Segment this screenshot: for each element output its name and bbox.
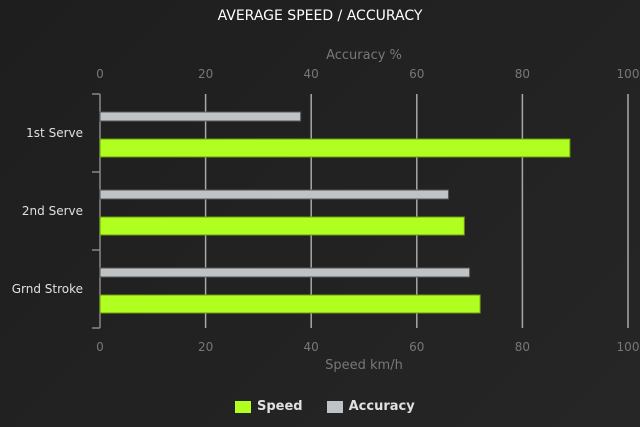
category-label: 1st Serve xyxy=(26,126,83,140)
accuracy-bar xyxy=(99,189,449,200)
chart-title: AVERAGE SPEED / ACCURACY xyxy=(217,8,423,24)
speed-bar xyxy=(99,138,571,158)
speed-bar xyxy=(99,216,465,236)
accuracy-bar xyxy=(99,267,471,278)
category-label: Grnd Stroke xyxy=(12,282,83,296)
legend: Speed Accuracy xyxy=(235,399,415,414)
legend-label-accuracy: Accuracy xyxy=(348,399,415,414)
bottom-tick-label: 0 xyxy=(96,340,104,354)
legend-swatch-accuracy xyxy=(326,400,343,413)
top-axis-title: Accuracy % xyxy=(326,48,402,63)
bottom-tick-label: 60 xyxy=(409,340,424,354)
bottom-tick-label: 20 xyxy=(198,340,213,354)
legend-swatch-speed xyxy=(235,400,251,413)
legend-item-speed[interactable]: Speed xyxy=(235,399,303,414)
bottom-axis-title: Speed km/h xyxy=(325,358,403,373)
top-tick-label: 60 xyxy=(409,67,424,81)
bottom-tick-label: 100 xyxy=(617,340,640,354)
top-tick-label: 100 xyxy=(617,67,640,81)
top-tick-label: 0 xyxy=(96,67,104,81)
speed-bar xyxy=(99,294,481,314)
bottom-tick-label: 80 xyxy=(515,340,530,354)
category-label: 2nd Serve xyxy=(22,204,83,218)
top-tick-label: 40 xyxy=(304,67,319,81)
accuracy-bar xyxy=(99,111,302,122)
top-tick-label: 20 xyxy=(198,67,213,81)
legend-label-speed: Speed xyxy=(257,399,303,414)
bottom-tick-label: 40 xyxy=(304,340,319,354)
legend-item-accuracy[interactable]: Accuracy xyxy=(326,399,415,414)
top-tick-label: 80 xyxy=(515,67,530,81)
